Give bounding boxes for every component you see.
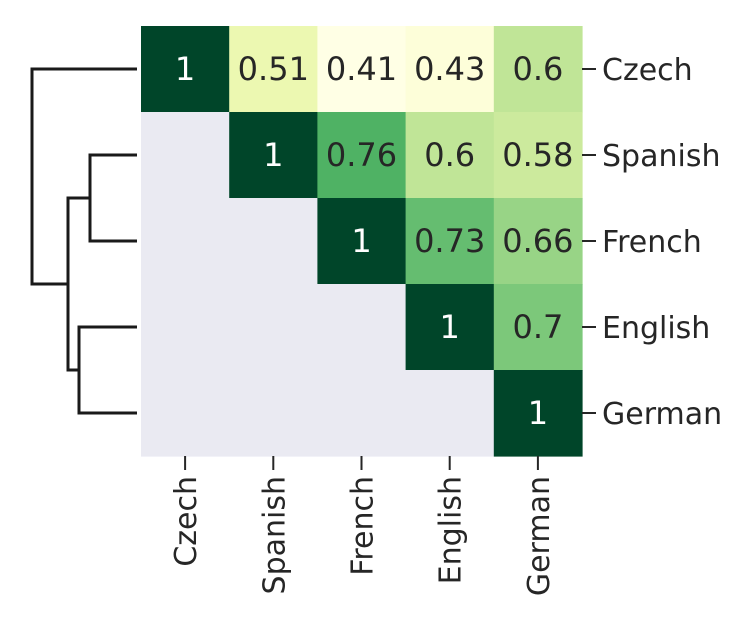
cell-value-czech-spanish: 0.51: [238, 50, 309, 88]
cell-value-czech-czech: 1: [175, 50, 195, 88]
cell-value-spanish-french: 0.76: [326, 136, 397, 174]
cell-english-german: [493, 284, 583, 371]
masked-cell-german-english: [405, 370, 495, 457]
cell-value-french-english: 0.73: [414, 222, 485, 260]
row-dendrogram: [30, 67, 137, 415]
col-label-spanish: Spanish: [257, 476, 292, 594]
cell-czech-german: [493, 26, 583, 113]
cell-value-english-english: 1: [440, 308, 460, 346]
cell-czech-spanish: [229, 26, 318, 113]
cell-value-spanish-spanish: 1: [263, 136, 283, 174]
cell-value-spanish-german: 0.58: [502, 136, 573, 174]
cell-value-german-german: 1: [528, 394, 548, 432]
row-label-german: German: [602, 397, 722, 432]
cell-french-german: [493, 198, 583, 285]
row-labels: Czech Spanish French English German: [582, 53, 722, 432]
cell-value-french-french: 1: [351, 222, 371, 260]
masked-cell-spanish-czech: [141, 112, 230, 199]
cell-french-french: [317, 198, 407, 285]
dendrogram-link-spanish-french: [88, 153, 137, 243]
cell-value-french-german: 0.66: [502, 222, 573, 260]
masked-cell-english-spanish: [229, 284, 318, 371]
cell-english-english: [405, 284, 495, 371]
masked-cell-french-spanish: [229, 198, 318, 285]
cell-value-czech-german: 0.6: [512, 50, 563, 88]
masked-cell-english-french: [317, 284, 407, 371]
col-label-czech: Czech: [169, 476, 204, 567]
heatmap-cells: 1 0.51 0.41 0.43 0.6 1 0.76 0.6 0.58 1 0.73 0.66 1 0.…: [141, 26, 583, 457]
cell-value-czech-french: 0.41: [326, 50, 397, 88]
dendrogram-link-english-german: [77, 325, 137, 415]
cell-spanish-german: [493, 112, 583, 199]
col-label-english: English: [434, 476, 469, 584]
masked-cell-german-french: [317, 370, 407, 457]
row-label-english: English: [602, 311, 710, 346]
col-label-french: French: [346, 476, 381, 576]
cell-french-english: [405, 198, 495, 285]
masked-cell-german-czech: [141, 370, 230, 457]
masked-cell-french-czech: [141, 198, 230, 285]
cell-czech-french: [317, 26, 407, 113]
masked-cell-english-czech: [141, 284, 230, 371]
cell-spanish-spanish: [229, 112, 318, 199]
cell-value-czech-english: 0.43: [414, 50, 485, 88]
dendrogram-link-root: [30, 67, 137, 286]
column-labels: Czech Spanish French English German: [169, 456, 557, 596]
masked-cell-german-spanish: [229, 370, 318, 457]
cell-czech-czech: [141, 26, 230, 113]
row-label-spanish: Spanish: [602, 139, 720, 174]
cell-spanish-english: [405, 112, 495, 199]
cell-spanish-french: [317, 112, 407, 199]
cell-value-english-german: 0.7: [512, 308, 563, 346]
cell-german-german: [493, 370, 583, 457]
cell-value-spanish-english: 0.6: [424, 136, 475, 174]
row-label-french: French: [602, 225, 702, 260]
cell-czech-english: [405, 26, 495, 113]
row-label-czech: Czech: [602, 53, 693, 88]
col-label-german: German: [522, 476, 557, 596]
